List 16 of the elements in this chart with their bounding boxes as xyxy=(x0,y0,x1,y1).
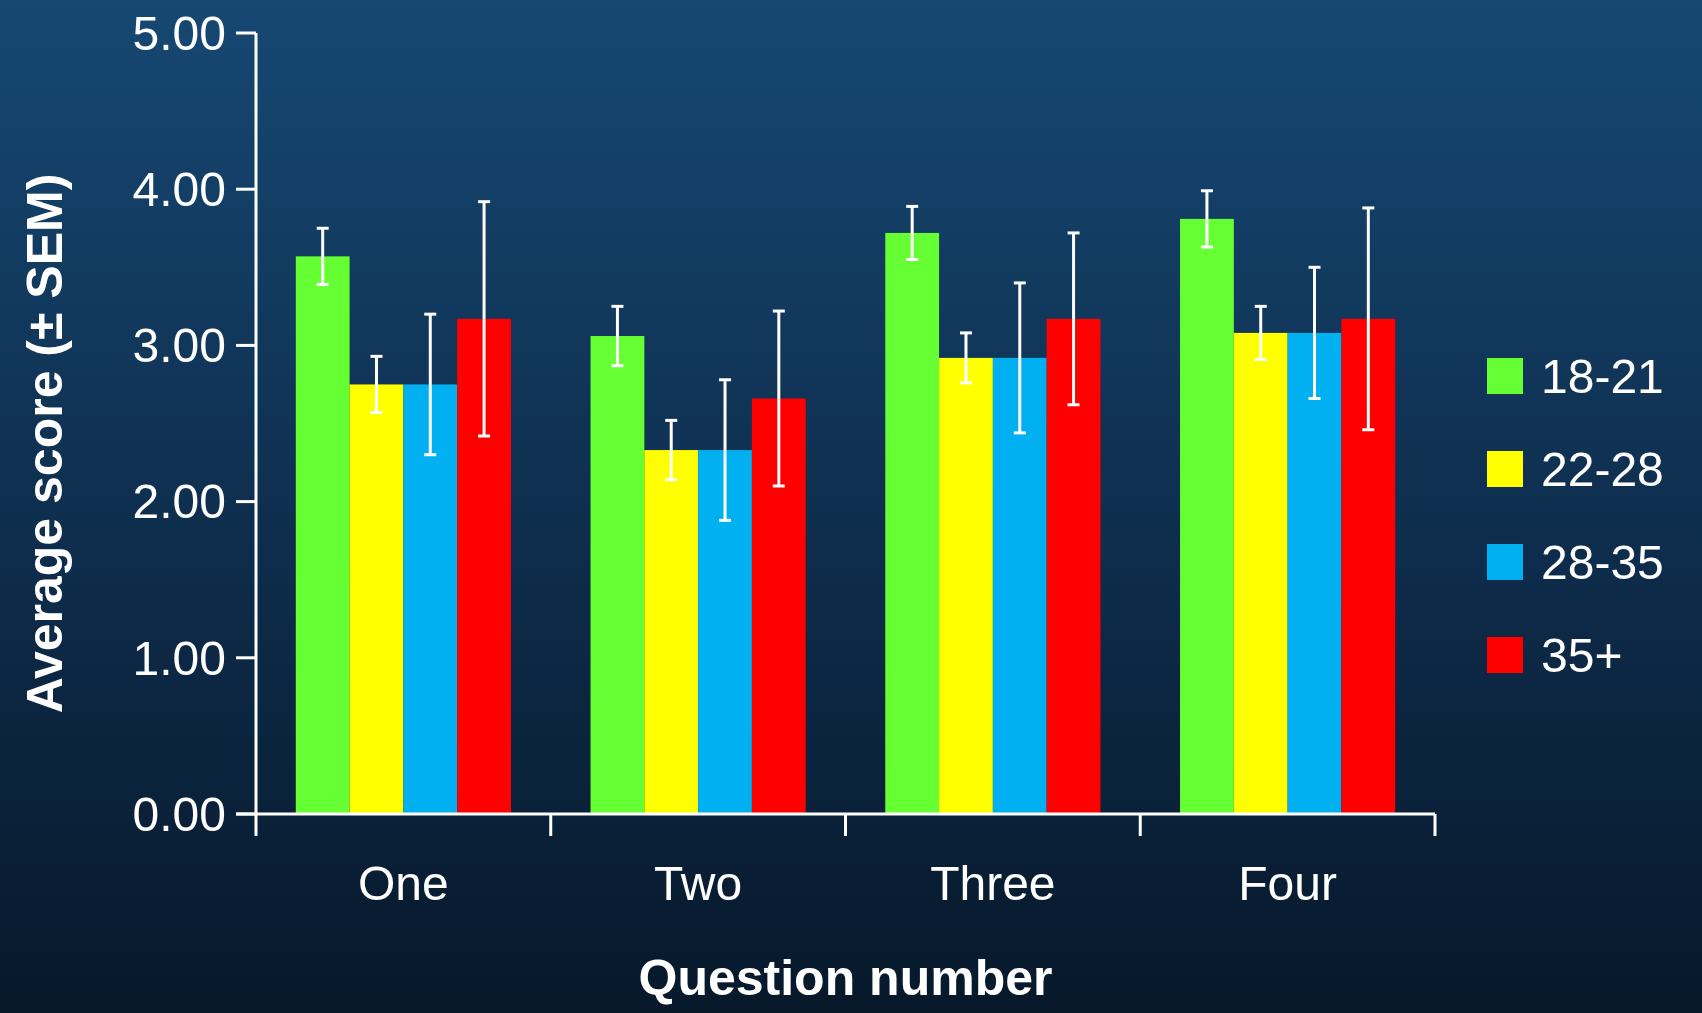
legend-label: 35+ xyxy=(1541,628,1623,682)
legend-label: 28-35 xyxy=(1541,535,1664,589)
legend-label: 18-21 xyxy=(1541,349,1664,403)
y-tick-label: 1.00 xyxy=(132,631,226,685)
y-tick-label: 4.00 xyxy=(132,163,226,216)
x-tick-label: One xyxy=(358,857,449,910)
y-axis-title: Average score (± SEM) xyxy=(17,173,73,714)
y-tick-label: 2.00 xyxy=(132,475,226,529)
x-tick-label: Three xyxy=(930,857,1056,910)
x-tick-label: Two xyxy=(654,857,743,910)
y-tick-label: 3.00 xyxy=(132,319,226,373)
y-tick-label: 0.00 xyxy=(132,787,226,841)
legend-label: 22-28 xyxy=(1541,442,1664,496)
x-axis-title: Question number xyxy=(638,950,1053,1006)
x-tick-label: Four xyxy=(1238,857,1337,910)
y-tick-label: 5.00 xyxy=(132,6,226,60)
